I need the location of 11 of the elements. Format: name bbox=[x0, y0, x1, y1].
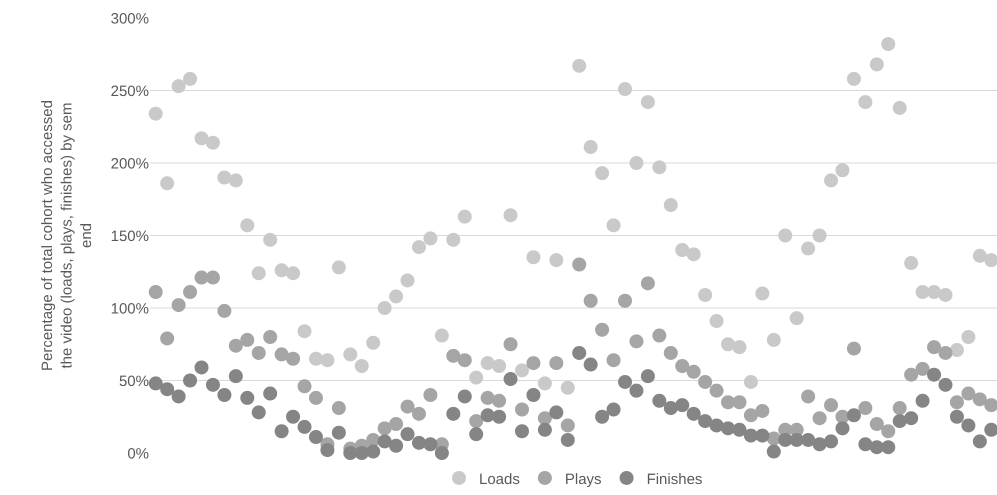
y-tick-label: 250% bbox=[110, 82, 149, 100]
legend-label: Plays bbox=[564, 470, 602, 488]
y-tick-label: 100% bbox=[110, 300, 149, 318]
legend-label: Loads bbox=[479, 470, 520, 488]
y-tick-label: 200% bbox=[110, 155, 149, 172]
y-tick-label: 50% bbox=[118, 372, 149, 390]
y-tick-label: 0% bbox=[127, 445, 149, 462]
legend-label: Finishes bbox=[646, 470, 702, 488]
y-tick-label: 150% bbox=[110, 228, 149, 245]
y-tick-label: 300% bbox=[110, 10, 149, 28]
y-axis-title: Percentage of total cohort who accessed the video (loads, plays, finishes) by sem end bbox=[38, 100, 95, 371]
